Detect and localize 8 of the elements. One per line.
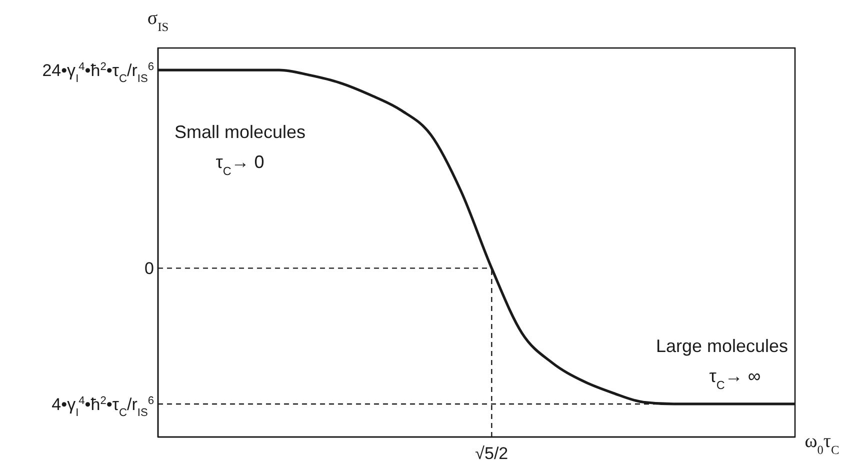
annotation: τ$_{C}$→ ∞ [709,366,761,392]
annotation: Large molecules [656,336,788,356]
text: √5/2 [475,444,508,463]
ref-line-label: 0 [144,259,154,278]
annotation: Small molecules [174,122,306,142]
x-axis-title: ω$_{0}$τ$_{C}$ [804,431,840,457]
y-axis-title: σ$_{IS}$ [147,8,169,34]
annotation: τ$_{C}$→ 0 [216,152,264,178]
